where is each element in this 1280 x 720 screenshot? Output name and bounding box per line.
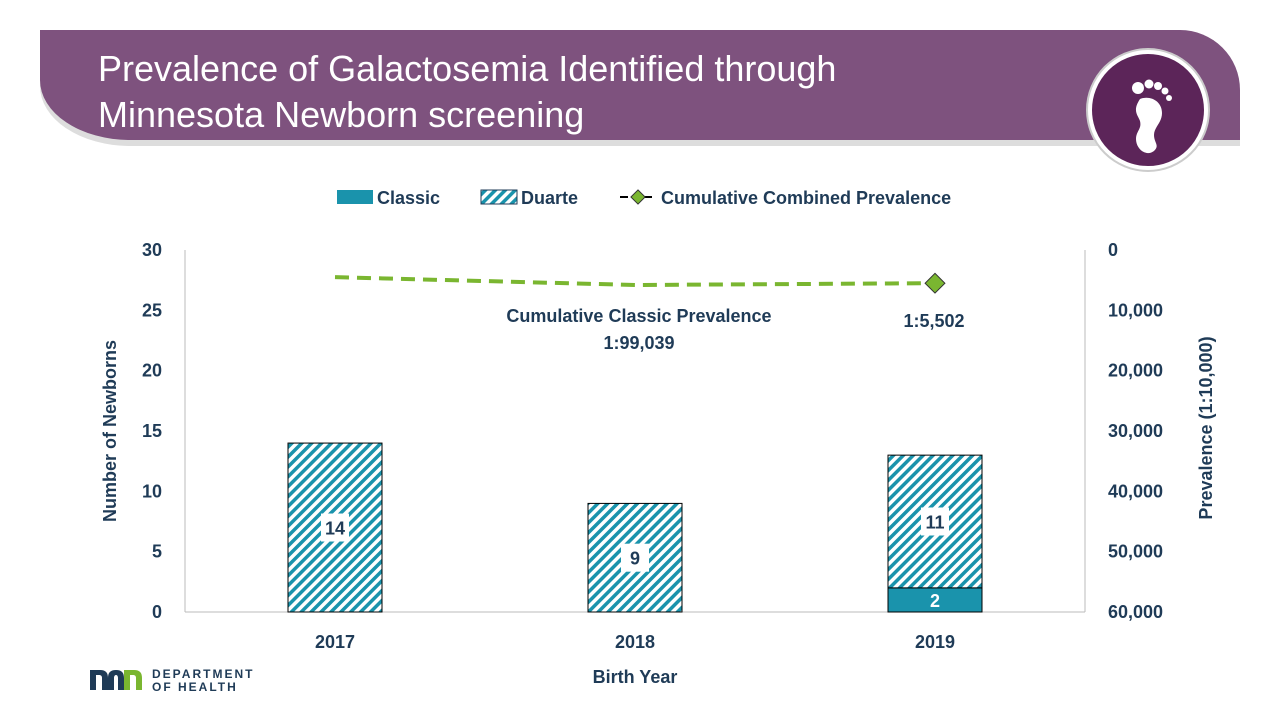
page-title: Prevalence of Galactosemia Identified th… bbox=[98, 48, 837, 135]
y2-axis-title: Prevalence (1:10,000) bbox=[1196, 336, 1216, 519]
y-axis-title: Number of Newborns bbox=[100, 340, 120, 522]
y-tick-label: 30 bbox=[142, 240, 162, 260]
data-label-bg bbox=[321, 513, 349, 542]
y2-tick-label: 60,000 bbox=[1108, 602, 1163, 622]
legend-swatch-classic bbox=[337, 190, 373, 204]
y-tick-label: 0 bbox=[152, 602, 162, 622]
x-tick-label: 2018 bbox=[615, 632, 655, 652]
logo-text: DEPARTMENT OF HEALTH bbox=[152, 667, 255, 694]
line-data-label: 1:5,502 bbox=[903, 311, 964, 331]
line-cumulative-prevalence bbox=[334, 275, 936, 287]
data-label-bg bbox=[621, 543, 649, 572]
y-tick-label: 15 bbox=[142, 421, 162, 441]
y2-tick-label: 10,000 bbox=[1108, 300, 1163, 320]
legend-swatch-duarte bbox=[480, 189, 518, 205]
legend-label-classic: Classic bbox=[377, 188, 440, 208]
x-axis-title: Birth Year bbox=[593, 667, 678, 687]
x-tick-label: 2019 bbox=[915, 632, 955, 652]
annotation-line2: 1:99,039 bbox=[603, 333, 674, 353]
y2-tick-label: 40,000 bbox=[1108, 481, 1163, 501]
data-label-bg bbox=[921, 507, 949, 536]
legend-label-duarte: Duarte bbox=[521, 188, 578, 208]
legend-marker-line bbox=[630, 189, 646, 205]
y-tick-label: 5 bbox=[152, 542, 162, 562]
data-label-duarte: 11 bbox=[925, 513, 944, 533]
y2-tick-label: 20,000 bbox=[1108, 361, 1163, 381]
legend-label-line: Cumulative Combined Prevalence bbox=[661, 188, 951, 208]
title-banner bbox=[40, 30, 1240, 140]
footprint-icon bbox=[1088, 50, 1208, 170]
line-marker bbox=[924, 272, 946, 294]
x-tick-label: 2017 bbox=[315, 632, 355, 652]
data-label-classic: 2 bbox=[930, 591, 940, 611]
data-label-duarte: 9 bbox=[630, 549, 640, 569]
y2-tick-label: 30,000 bbox=[1108, 421, 1163, 441]
annotation-line1: Cumulative Classic Prevalence bbox=[506, 306, 771, 326]
y-tick-label: 25 bbox=[142, 300, 162, 320]
legend: Classic Duarte Cumulative Combined Preva… bbox=[337, 188, 951, 208]
y-tick-label: 20 bbox=[142, 361, 162, 381]
y-tick-label: 10 bbox=[142, 481, 162, 501]
y2-tick-label: 50,000 bbox=[1108, 542, 1163, 562]
mn-logo bbox=[90, 670, 142, 690]
y2-tick-label: 0 bbox=[1108, 240, 1118, 260]
bar-classic bbox=[887, 587, 983, 613]
data-label-duarte: 14 bbox=[325, 519, 345, 539]
